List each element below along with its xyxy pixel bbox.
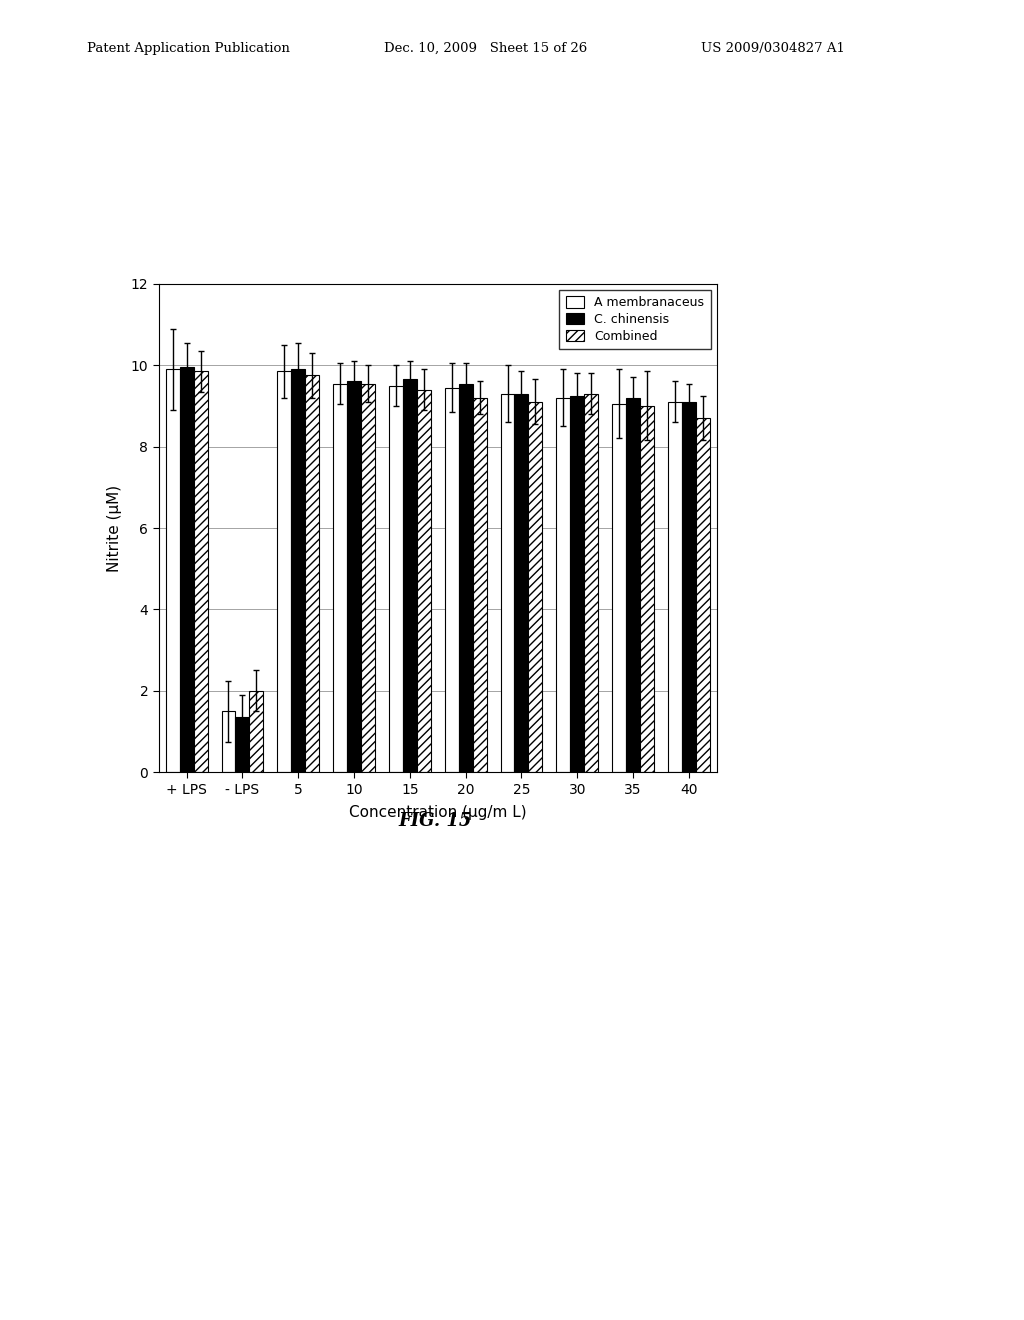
X-axis label: Concentration (μg/m L): Concentration (μg/m L) (349, 805, 526, 820)
Bar (166, 370, 179, 772)
Bar (236, 717, 250, 772)
Bar (305, 375, 319, 772)
Text: Patent Application Publication: Patent Application Publication (87, 42, 290, 55)
Bar (668, 401, 682, 772)
Bar (221, 711, 236, 772)
Bar (696, 418, 710, 772)
Bar (291, 370, 305, 772)
Bar (682, 401, 696, 772)
Bar (473, 397, 486, 772)
Bar (347, 381, 361, 772)
Y-axis label: Nitrite (μM): Nitrite (μM) (108, 484, 122, 572)
Bar (179, 367, 194, 772)
Bar (402, 379, 417, 772)
Legend: A membranaceus, C. chinensis, Combined: A membranaceus, C. chinensis, Combined (559, 290, 711, 348)
Bar (626, 397, 640, 772)
Bar (556, 397, 570, 772)
Bar (444, 388, 459, 772)
Bar (361, 384, 375, 772)
Bar (585, 393, 598, 772)
Bar (333, 384, 347, 772)
Text: Dec. 10, 2009   Sheet 15 of 26: Dec. 10, 2009 Sheet 15 of 26 (384, 42, 587, 55)
Bar (459, 384, 473, 772)
Text: FIG. 15: FIG. 15 (398, 812, 472, 830)
Bar (528, 401, 543, 772)
Bar (640, 407, 654, 772)
Bar (514, 393, 528, 772)
Bar (612, 404, 626, 772)
Bar (417, 389, 431, 772)
Text: US 2009/0304827 A1: US 2009/0304827 A1 (701, 42, 846, 55)
Bar (389, 385, 402, 772)
Bar (194, 371, 208, 772)
Bar (250, 690, 263, 772)
Bar (278, 371, 291, 772)
Bar (570, 396, 585, 772)
Bar (501, 393, 514, 772)
